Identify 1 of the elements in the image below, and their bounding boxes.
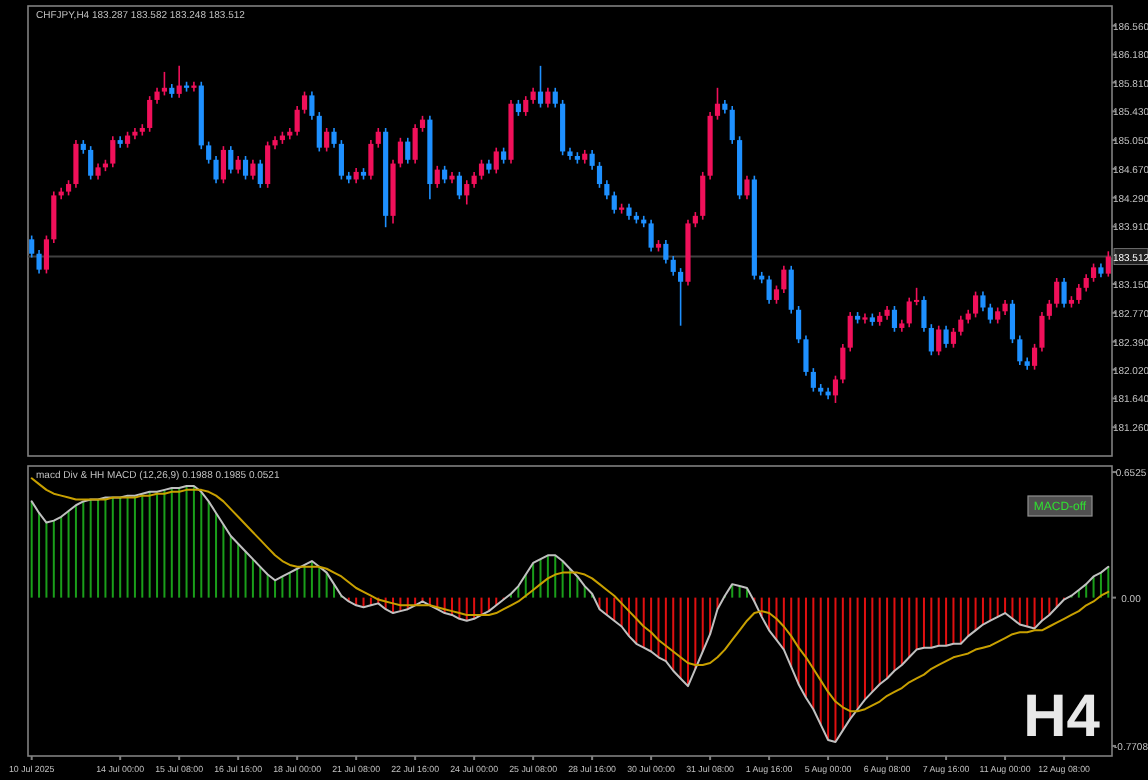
annotation: H4 [1023,684,1101,750]
